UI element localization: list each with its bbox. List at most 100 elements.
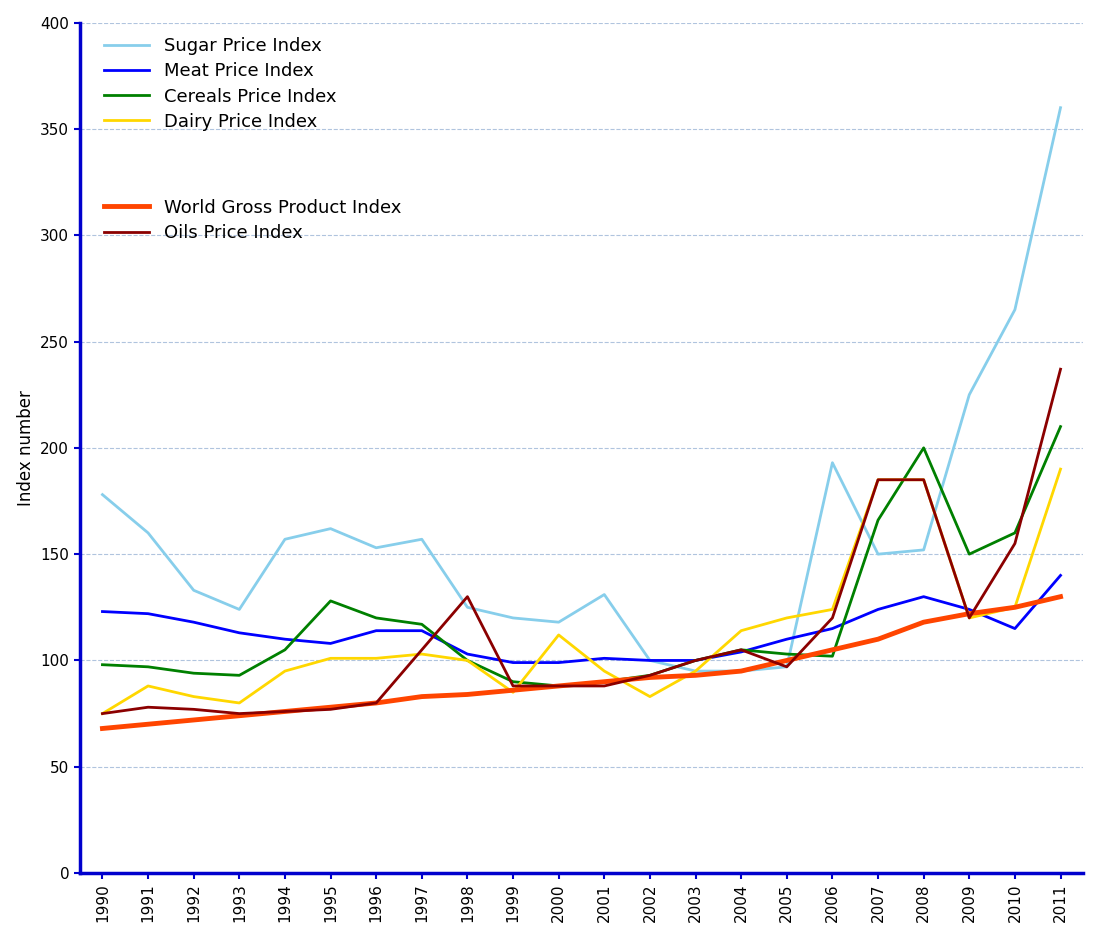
Dairy Price Index [142,681,155,692]
Cereals Price Index [780,649,793,660]
Oils Price Index [552,681,565,692]
Sugar Price Index [415,533,428,545]
Sugar Price Index [187,585,200,596]
World Gross Product Index [461,689,474,700]
Sugar Price Index [1009,304,1022,316]
Dairy Price Index [917,474,931,485]
Sugar Price Index [324,523,338,534]
Sugar Price Index [142,528,155,539]
World Gross Product Index [780,654,793,666]
Meat Price Index [1054,570,1067,581]
Oils Price Index [735,644,748,655]
Meat Price Index [689,654,702,666]
Dairy Price Index [187,691,200,702]
World Gross Product Index [278,706,292,717]
Meat Price Index [552,657,565,669]
Cereals Price Index [644,670,657,681]
Cereals Price Index [233,670,246,681]
Meat Price Index [826,623,839,634]
Sugar Price Index [506,612,519,623]
Sugar Price Index [1054,102,1067,114]
Oils Price Index [644,670,657,681]
Oils Price Index [233,708,246,719]
Line: Meat Price Index: Meat Price Index [102,576,1060,663]
Cereals Price Index [370,612,383,623]
World Gross Product Index [415,691,428,702]
World Gross Product Index [96,723,109,734]
Sugar Price Index [278,533,292,545]
Oils Price Index [1054,363,1067,375]
Sugar Price Index [689,666,702,677]
Dairy Price Index [552,629,565,640]
World Gross Product Index [233,710,246,721]
Cereals Price Index [826,651,839,662]
Cereals Price Index [735,644,748,655]
World Gross Product Index [735,666,748,677]
Meat Price Index [780,634,793,645]
Oils Price Index [871,474,884,485]
Oils Price Index [96,708,109,719]
Sugar Price Index [735,666,748,677]
Sugar Price Index [370,542,383,553]
Oils Price Index [142,701,155,713]
World Gross Product Index [324,701,338,713]
Oils Price Index [324,703,338,715]
Meat Price Index [142,608,155,620]
Oils Price Index [461,591,474,602]
Cereals Price Index [187,668,200,679]
Meat Price Index [233,627,246,639]
Dairy Price Index [597,666,611,677]
World Gross Product Index [187,715,200,726]
Meat Price Index [96,606,109,617]
Meat Price Index [506,657,519,669]
World Gross Product Index [370,698,383,709]
World Gross Product Index [142,718,155,730]
Meat Price Index [461,649,474,660]
Cereals Price Index [597,676,611,687]
Oils Price Index [962,612,976,623]
Sugar Price Index [826,457,839,469]
Meat Price Index [644,654,657,666]
Line: World Gross Product Index: World Gross Product Index [102,596,1060,729]
Cereals Price Index [1054,421,1067,432]
Oils Price Index [370,698,383,709]
Sugar Price Index [780,661,793,672]
World Gross Product Index [1009,602,1022,613]
World Gross Product Index [689,670,702,681]
World Gross Product Index [871,634,884,645]
Meat Price Index [1009,623,1022,634]
Meat Price Index [962,604,976,615]
Line: Oils Price Index: Oils Price Index [102,369,1060,714]
Oils Price Index [1009,538,1022,549]
Cereals Price Index [552,681,565,692]
World Gross Product Index [506,685,519,696]
Cereals Price Index [871,515,884,526]
Cereals Price Index [1009,528,1022,539]
Cereals Price Index [689,654,702,666]
World Gross Product Index [917,617,931,628]
Cereals Price Index [962,548,976,560]
Legend: World Gross Product Index, Oils Price Index: World Gross Product Index, Oils Price In… [99,193,407,247]
Meat Price Index [278,634,292,645]
Cereals Price Index [278,644,292,655]
Dairy Price Index [233,698,246,709]
World Gross Product Index [644,671,657,683]
Oils Price Index [826,612,839,623]
Oils Price Index [506,681,519,692]
Cereals Price Index [461,654,474,666]
World Gross Product Index [1054,591,1067,602]
Meat Price Index [324,638,338,649]
Cereals Price Index [415,619,428,630]
Meat Price Index [735,646,748,657]
Dairy Price Index [324,653,338,664]
Dairy Price Index [461,654,474,666]
Dairy Price Index [735,625,748,637]
Meat Price Index [415,625,428,637]
Meat Price Index [917,591,931,602]
World Gross Product Index [552,681,565,692]
Cereals Price Index [917,442,931,454]
Cereals Price Index [96,659,109,670]
Dairy Price Index [415,649,428,660]
Oils Price Index [187,703,200,715]
Dairy Price Index [1009,602,1022,613]
